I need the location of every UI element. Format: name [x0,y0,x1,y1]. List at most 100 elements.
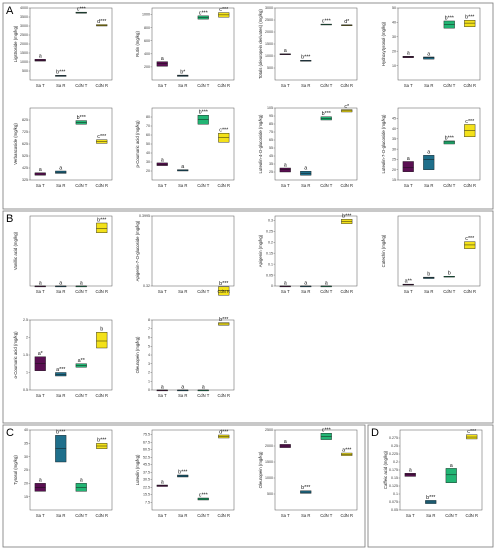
significance-letter: c*** [219,7,229,13]
x-category-label: Sa R [56,183,65,188]
y-tick-label: 20 [146,169,150,173]
y-tick-label: 0.5 [23,388,28,392]
chart-panel-6: 25 35 45 55 65 75 85 95 105 Luteolin-4-O-glucosid… [258,104,358,188]
significance-letter: b*** [301,485,311,491]
significance-letter: a [407,156,410,162]
x-category-label: Sa R [56,289,65,294]
y-tick-label: 600 [144,39,150,43]
box-cdn-r [464,20,476,27]
significance-letter: a [80,280,83,286]
significance-letter: b*** [199,110,209,116]
y-axis-label: Oleuropein (mg/kg) [258,451,263,488]
y-tick-label: 425 [22,166,28,170]
x-category-label: CdN T [197,83,209,88]
y-tick-label: 105 [267,106,273,110]
significance-letter: a [161,479,164,485]
y-tick-label: 0.125 [389,484,398,488]
x-category-label: CdN R [340,83,353,88]
y-tick-label: 825 [22,118,28,122]
y-tick-label: 2.5 [23,318,28,322]
y-tick-label: 0.1 [393,492,398,496]
y-tick-label: 800 [144,26,150,30]
y-tick-label: 0.2 [393,460,398,464]
y-tick-label: 400 [144,52,150,56]
significance-letter: d* [344,19,350,25]
y-axis-label: Luteolin-4-O-glucoside (mg/kg) [258,114,263,174]
y-axis-label: Luteolin-7-O-glucoside (mg/kg) [381,114,386,174]
plot-frame [151,429,235,511]
significance-letter: c*** [322,18,332,24]
x-category-label: Sa T [36,513,45,518]
significance-letter: b*** [445,135,455,141]
significance-letter: a [39,167,42,173]
significance-letter: a*** [342,447,352,453]
x-category-label: CdN T [320,513,332,518]
x-category-label: CdN T [443,183,455,188]
significance-letter: a [39,54,42,60]
significance-letter: c*** [77,7,87,13]
y-tick-label: 80 [146,115,150,119]
y-tick-label: 60.5 [143,448,150,452]
y-tick-label: 525 [22,154,28,158]
x-category-label: Sa T [158,513,167,518]
y-tick-label: 30 [392,147,396,151]
chart-panel-0: 500 1000 1500 2000 2500 3000 3500 4000 Ligstrosi… [13,6,113,88]
y-tick-label: 30.5 [143,478,150,482]
y-axis-label: Tyrosol (mg/kg) [13,455,18,485]
significance-letter: d*** [97,19,107,25]
significance-letter: b*** [445,15,455,21]
y-tick-label: 5 [148,344,150,348]
y-tick-label: 95 [269,114,273,118]
y-tick-label: 50 [146,142,150,146]
significance-letter: a [407,51,410,57]
x-category-label: Sa R [426,513,435,518]
y-tick-label: 1000 [142,13,150,17]
chart-panel-3: 10 20 30 40 50 Hydroxytyrosol (mg/kg) a Sa T a Sa… [381,6,481,88]
y-tick-label: 85 [269,122,273,126]
x-category-label: Sa T [281,289,290,294]
y-tick-label: 0.175 [389,468,398,472]
box-sa-t [156,61,168,67]
x-category-label: Sa T [281,183,290,188]
x-category-label: CdN T [75,183,87,188]
chart-panel-5: 20 30 40 50 60 70 80 p-Coumaric acid (mg/kg) a Sa… [135,107,235,188]
x-category-label: Sa R [56,513,65,518]
plot-frame [397,7,481,81]
chart-panel-7: 15 20 25 30 35 40 45 Luteolin-7-O-glucoside (mg… [381,107,481,188]
significance-letter: a** [78,358,86,364]
y-tick-label: 2 [26,336,28,340]
significance-letter: b*** [97,217,107,223]
y-tick-label: 40 [146,151,150,155]
x-category-label: Sa T [158,393,167,398]
y-tick-label: 35 [392,137,396,141]
box-cdn-r [464,241,476,249]
y-tick-label: 70 [146,124,150,128]
significance-letter: a [304,280,307,286]
y-tick-label: 0.15 [391,476,398,480]
significance-letter: b*** [56,430,66,436]
y-axis-label: Apigenin-7-O-glucoside (mg/kg) [135,220,140,281]
y-tick-label: 0.075 [389,500,398,504]
box-cdn-r [96,332,108,349]
section-a-frame [2,2,494,210]
plot-frame [151,107,235,181]
y-tick-label: 10 [392,64,396,68]
significance-letter: b*** [219,281,229,287]
significance-letter: a [202,384,205,390]
y-tick-label: 0.225 [389,452,398,456]
y-tick-label: 500 [267,492,273,496]
plot-frame [29,319,113,391]
y-tick-label: 15 [392,178,396,182]
y-tick-label: 2000 [265,444,273,448]
plot-frame [397,215,481,287]
box-sa-t [279,167,291,173]
x-category-label: Sa R [424,83,433,88]
x-category-label: CdN R [217,183,230,188]
y-tick-label: 1500 [20,51,28,55]
y-tick-label: 0.25 [391,444,398,448]
x-category-label: CdN T [443,289,455,294]
y-tick-label: 2000 [265,30,273,34]
x-category-label: CdN T [75,393,87,398]
x-category-label: CdN R [95,393,108,398]
